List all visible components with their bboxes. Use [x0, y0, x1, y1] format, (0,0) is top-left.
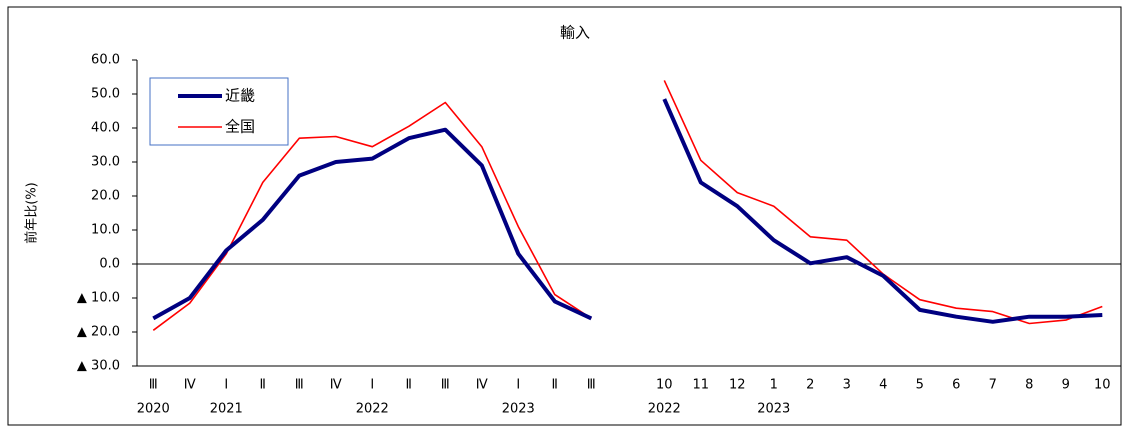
x-tick-label: Ⅰ	[224, 378, 228, 393]
x-tick-label: 7	[989, 378, 997, 393]
chart-title: 輸入	[560, 24, 590, 42]
y-tick-label: 0.0	[99, 257, 120, 272]
x-tick-label: 4	[879, 378, 887, 393]
x-tick-label: Ⅲ	[149, 378, 158, 393]
x-tick-label: 9	[1062, 378, 1070, 393]
y-tick-label: 10.0	[91, 223, 120, 238]
x-tick-label: Ⅰ	[516, 378, 520, 393]
y-tick-label: 50.0	[91, 87, 120, 102]
x-tick-label: Ⅳ	[476, 378, 488, 393]
x-year-label: 2022	[356, 402, 389, 417]
x-tick-label: 6	[952, 378, 960, 393]
x-year-label: 2023	[502, 402, 535, 417]
x-tick-label: Ⅱ	[406, 378, 412, 393]
legend-box	[149, 77, 289, 146]
x-tick-label: Ⅲ	[295, 378, 304, 393]
x-tick-label: 5	[916, 378, 924, 393]
y-tick-label: 60.0	[91, 53, 120, 68]
y-tick-label: 40.0	[91, 121, 120, 136]
x-tick-label: 3	[843, 378, 851, 393]
x-tick-label: Ⅱ	[552, 378, 558, 393]
y-tick-label: 20.0	[91, 189, 120, 204]
y-axis-label: 前年比(%)	[24, 182, 40, 244]
y-tick-label: ▲ 30.0	[77, 359, 120, 374]
x-year-label: 2020	[137, 402, 170, 417]
x-tick-label: Ⅰ	[370, 378, 374, 393]
x-tick-label: Ⅳ	[330, 378, 342, 393]
x-tick-label: Ⅲ	[587, 378, 596, 393]
x-tick-label: Ⅳ	[184, 378, 196, 393]
x-tick-label: Ⅲ	[441, 378, 450, 393]
x-year-label: 2022	[648, 402, 681, 417]
frame	[7, 6, 1122, 426]
x-tick-label: 1	[770, 378, 778, 393]
x-tick-label: 2	[806, 378, 814, 393]
x-tick-label: Ⅱ	[260, 378, 266, 393]
x-year-label: 2023	[757, 402, 790, 417]
series-line	[152, 98, 1103, 324]
x-tick-label: 12	[729, 378, 746, 393]
legend-label: 全国	[225, 118, 255, 136]
x-tick-label: 8	[1025, 378, 1033, 393]
y-tick-label: ▲ 10.0	[77, 291, 120, 306]
y-tick-label: 30.0	[91, 155, 120, 170]
y-tick-label: ▲ 20.0	[77, 325, 120, 340]
x-tick-label: 11	[692, 378, 709, 393]
x-tick-label: 10	[1094, 378, 1111, 393]
legend-label: 近畿	[225, 87, 255, 105]
x-tick-label: 10	[656, 378, 673, 393]
x-year-label: 2021	[210, 402, 243, 417]
